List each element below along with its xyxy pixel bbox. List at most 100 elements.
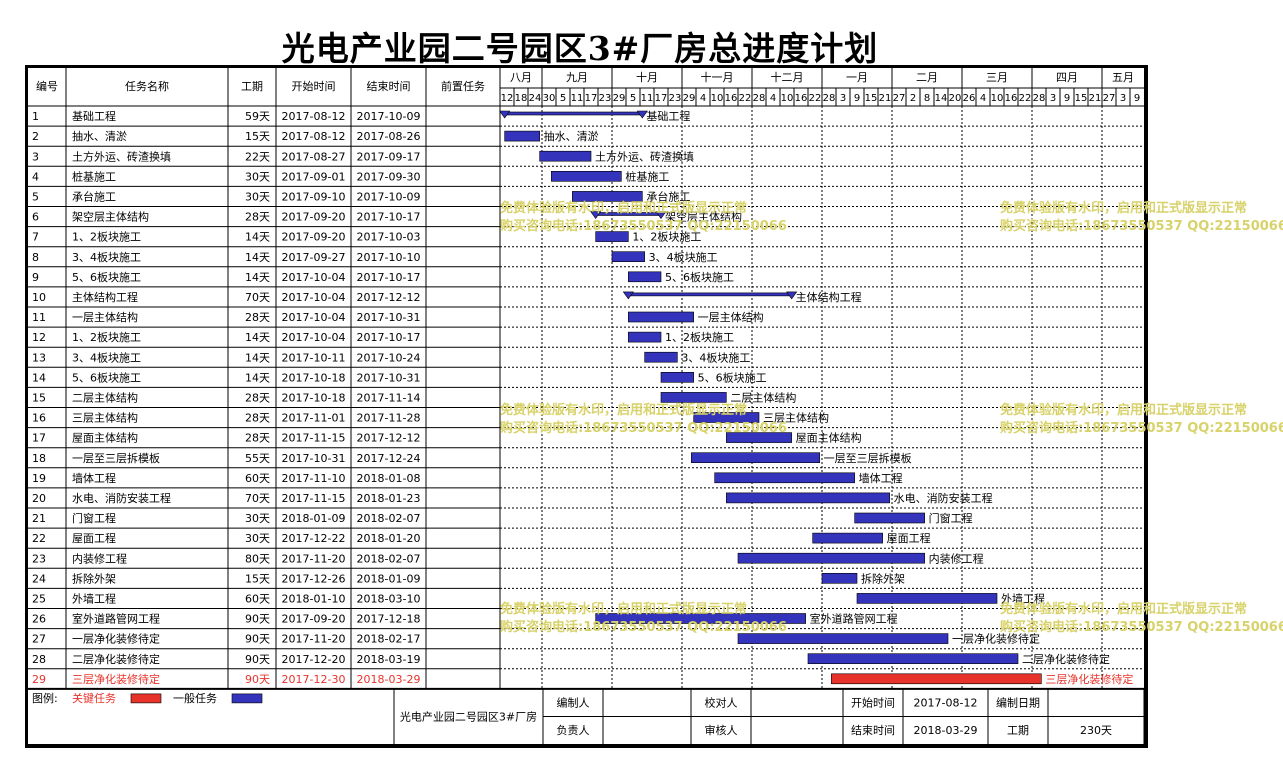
- task-id: 11: [32, 311, 46, 324]
- bar-label: 5、6板块施工: [665, 270, 734, 284]
- task-name: 承台施工: [72, 189, 116, 203]
- task-bar: [611, 251, 645, 262]
- task-end: 2018-03-10: [357, 592, 421, 605]
- bar-label: 一层至三层拆模板: [824, 451, 912, 465]
- task-end: 2017-10-17: [357, 271, 421, 284]
- task-name: 室外道路管网工程: [72, 612, 160, 626]
- bar-label: 基础工程: [646, 110, 690, 123]
- day-label: 11: [571, 93, 584, 104]
- task-start: 2017-11-20: [282, 633, 346, 646]
- task-bar: [714, 472, 855, 484]
- task-duration: 90天: [245, 653, 270, 666]
- day-label: 3: [840, 93, 846, 104]
- day-label: 30: [543, 93, 556, 104]
- task-bar: [539, 150, 592, 162]
- task-duration: 70天: [245, 291, 270, 304]
- task-end: 2017-11-28: [357, 412, 421, 425]
- summary-cap-end: [786, 291, 798, 300]
- day-label: 3: [1050, 93, 1056, 104]
- task-id: 23: [32, 552, 46, 565]
- task-end: 2017-12-18: [357, 613, 421, 626]
- task-duration: 14天: [245, 251, 270, 264]
- task-duration: 28天: [245, 311, 270, 324]
- month-label: 九月: [566, 71, 588, 84]
- day-label: 23: [669, 93, 682, 104]
- task-start: 2017-08-27: [282, 150, 346, 163]
- task-start: 2017-11-15: [282, 492, 346, 505]
- bar-label: 门窗工程: [929, 511, 973, 525]
- day-label: 5: [630, 93, 636, 104]
- task-start: 2017-10-04: [282, 271, 346, 284]
- day-label: 24: [529, 93, 542, 104]
- bar-label: 3、4板块施工: [681, 350, 750, 364]
- task-end: 2017-10-24: [357, 351, 421, 364]
- task-name: 一层净化装修待定: [72, 632, 160, 646]
- task-name: 主体结构工程: [72, 290, 138, 304]
- task-bar: [628, 331, 662, 343]
- day-label: 12: [501, 93, 514, 104]
- task-end: 2017-08-26: [357, 130, 421, 143]
- header-name: 任务名称: [125, 79, 169, 93]
- footer-project-name: 光电产业园二号园区3#厂房: [400, 709, 537, 723]
- footer-end-label: 结束时间: [851, 724, 895, 737]
- task-end: 2018-02-07: [357, 512, 421, 525]
- task-id: 14: [32, 371, 46, 384]
- footer-duration-value: 230天: [1080, 724, 1112, 737]
- task-end: 2017-09-17: [357, 150, 421, 163]
- task-name: 3、4板块施工: [72, 250, 141, 264]
- day-label: 28: [1033, 93, 1046, 104]
- task-duration: 14天: [245, 271, 270, 284]
- task-name: 二层净化装修待定: [72, 652, 160, 666]
- day-label: 2: [910, 93, 916, 104]
- bar-label: 架空层主体结构: [665, 210, 742, 224]
- bar-label: 主体结构工程: [796, 290, 862, 304]
- task-duration: 15天: [245, 130, 270, 143]
- footer-duration-label: 工期: [1007, 724, 1029, 737]
- task-id: 10: [32, 291, 46, 304]
- task-bar: [551, 171, 622, 182]
- day-label: 22: [1019, 93, 1032, 104]
- task-end: 2018-01-20: [357, 532, 421, 545]
- task-start: 2017-11-01: [282, 412, 346, 425]
- task-name: 拆除外架: [72, 571, 116, 585]
- summary-cap-end: [655, 211, 667, 220]
- month-label: 三月: [986, 71, 1008, 84]
- task-end: 2017-10-03: [357, 231, 421, 244]
- day-label: 29: [613, 93, 626, 104]
- gantt-table: 编号 任务名称 工期 开始时间 结束时间 前置任务 八月 12 18 24 九月 30 5 11 17 23 十…: [25, 65, 1148, 748]
- task-end: 2017-10-17: [357, 331, 421, 344]
- task-id: 1: [32, 110, 39, 123]
- task-start: 2017-10-04: [282, 311, 346, 324]
- task-end: 2017-12-24: [357, 452, 421, 465]
- task-duration: 60天: [245, 592, 270, 605]
- task-bar: [807, 653, 1019, 665]
- task-end: 2017-12-12: [357, 432, 421, 445]
- footer-checked-by: 校对人: [705, 696, 738, 710]
- day-label: 29: [683, 93, 696, 104]
- task-name: 一层主体结构: [72, 310, 138, 324]
- task-start: 2017-11-10: [282, 472, 346, 485]
- task-name: 抽水、清淤: [72, 129, 127, 143]
- task-duration: 59天: [245, 110, 270, 123]
- task-start: 2017-09-20: [282, 211, 346, 224]
- task-name: 二层主体结构: [72, 390, 138, 404]
- task-start: 2017-08-12: [282, 130, 346, 143]
- summary-bar: [504, 111, 643, 116]
- task-end: 2018-03-19: [357, 653, 421, 666]
- task-name: 基础工程: [72, 110, 116, 123]
- day-label: 21: [879, 93, 892, 104]
- bar-label: 水电、消防安装工程: [894, 491, 993, 505]
- task-bar: [856, 593, 998, 604]
- task-end: 2017-10-09: [357, 190, 421, 203]
- day-label: 9: [1134, 93, 1140, 104]
- task-id: 21: [32, 512, 46, 525]
- task-name: 土方外运、砖渣换填: [72, 149, 171, 163]
- task-name: 屋面工程: [72, 532, 116, 545]
- bar-label: 土方外运、砖渣换填: [595, 149, 694, 163]
- day-label: 4: [980, 93, 986, 104]
- task-id: 25: [32, 592, 46, 605]
- task-id: 6: [32, 211, 39, 224]
- task-duration: 90天: [245, 673, 270, 686]
- header-duration: 工期: [241, 80, 263, 93]
- day-label: 15: [1075, 93, 1088, 104]
